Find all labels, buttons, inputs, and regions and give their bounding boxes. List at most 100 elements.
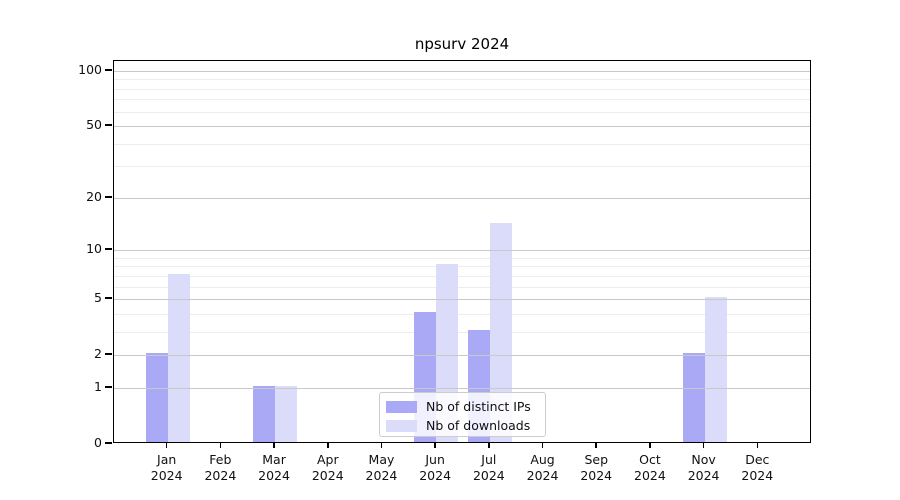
- gridline-minor: [114, 275, 810, 277]
- y-tick-label: 50: [86, 117, 102, 133]
- x-tick-year: 2024: [150, 467, 183, 483]
- y-tick-mark: [105, 353, 112, 355]
- gridline-minor: [114, 257, 810, 259]
- x-tick-year: 2024: [365, 467, 398, 483]
- gridline-minor: [114, 331, 810, 333]
- y-tick-mark: [105, 196, 112, 198]
- legend-item-distinct-ips: Nb of distinct IPs: [386, 398, 545, 415]
- x-tick-mark: [649, 443, 651, 448]
- x-tick-month: Dec: [745, 452, 770, 467]
- x-tick-month: Jul: [481, 452, 497, 467]
- legend-label-downloads: Nb of downloads: [426, 418, 531, 433]
- y-tick-mark: [105, 248, 112, 250]
- x-tick-year: 2024: [204, 467, 237, 483]
- gridline-major: [114, 387, 810, 389]
- y-tick-label: 1: [94, 378, 102, 394]
- x-tick-month: Aug: [530, 452, 555, 467]
- bar-downloads-mar: [275, 385, 298, 442]
- x-tick-mark: [273, 443, 275, 448]
- gridline-minor: [114, 88, 810, 90]
- x-tick-mark: [327, 443, 329, 448]
- chart-title: npsurv 2024: [414, 35, 510, 53]
- bar-downloads-jan: [167, 273, 190, 442]
- bar-layer: [114, 61, 810, 442]
- grid-layer: [114, 61, 810, 442]
- x-tick-year: 2024: [419, 467, 452, 483]
- y-tick-label: 2: [94, 346, 102, 362]
- gridline-major: [114, 197, 810, 199]
- x-tick-label: Jan 2024: [135, 452, 199, 483]
- legend-item-downloads: Nb of downloads: [386, 417, 545, 434]
- bar-downloads-jul: [489, 223, 512, 442]
- x-tick-mark: [219, 443, 222, 448]
- x-tick-mark: [165, 443, 168, 448]
- y-tick-label: 20: [86, 188, 102, 204]
- x-tick-year: 2024: [258, 467, 290, 483]
- x-tick-mark: [595, 443, 597, 448]
- gridline-minor: [114, 111, 810, 113]
- x-tick-label: Oct 2024: [618, 452, 682, 483]
- x-tick-mark: [756, 443, 759, 448]
- gridline-minor: [114, 266, 810, 268]
- gridline-major: [114, 355, 810, 357]
- y-tick-label: 100: [78, 61, 102, 77]
- x-tick-month: Mar: [262, 452, 286, 467]
- x-tick-label: Feb 2024: [188, 452, 252, 483]
- x-tick-label: Dec 2024: [725, 452, 789, 483]
- x-tick-mark: [380, 443, 383, 448]
- gridline-minor: [114, 143, 810, 145]
- gridline-minor: [114, 286, 810, 288]
- y-tick-mark: [105, 442, 112, 444]
- bar-distinct-ips-jan: [145, 353, 168, 442]
- gridline-minor: [114, 99, 810, 101]
- x-tick-year: 2024: [741, 467, 774, 483]
- x-tick-month: Sep: [584, 452, 608, 467]
- x-tick-month: Jun: [425, 452, 445, 467]
- x-tick-month: Jan: [157, 452, 177, 467]
- x-tick-month: Apr: [316, 452, 339, 467]
- gridline-minor: [114, 313, 810, 315]
- bar-distinct-ips-nov: [682, 353, 705, 442]
- x-tick-label: May 2024: [349, 452, 413, 483]
- gridline-minor: [114, 79, 810, 81]
- x-tick-year: 2024: [472, 467, 505, 483]
- x-tick-label: Jun 2024: [403, 452, 467, 483]
- bar-downloads-nov: [704, 297, 727, 442]
- legend-swatch-downloads: [386, 419, 417, 432]
- x-tick-year: 2024: [580, 467, 613, 483]
- y-tick-mark: [105, 69, 112, 71]
- x-tick-month: Feb: [209, 452, 232, 467]
- legend: Nb of distinct IPs Nb of downloads: [379, 392, 546, 437]
- x-tick-label: Aug 2024: [511, 452, 575, 483]
- x-tick-label: Sep 2024: [564, 452, 628, 483]
- y-tick-label: 0: [94, 435, 102, 450]
- x-tick-year: 2024: [311, 467, 344, 483]
- x-tick-year: 2024: [634, 467, 666, 483]
- gridline-major: [114, 250, 810, 252]
- gridline-major: [114, 299, 810, 301]
- x-tick-mark: [541, 443, 544, 448]
- x-tick-mark: [702, 443, 705, 448]
- y-tick-label: 10: [86, 241, 102, 257]
- gridline-major: [114, 70, 810, 72]
- gridline-minor: [114, 166, 810, 168]
- x-tick-label: Mar 2024: [242, 452, 306, 483]
- y-tick-mark: [105, 386, 112, 388]
- x-tick-month: Oct: [639, 452, 661, 467]
- legend-label-distinct-ips: Nb of distinct IPs: [426, 399, 531, 414]
- legend-swatch-distinct-ips: [386, 400, 417, 413]
- plot-area: Nb of distinct IPs Nb of downloads: [113, 60, 811, 443]
- x-tick-label: Apr 2024: [296, 452, 360, 483]
- y-tick-label: 5: [94, 290, 102, 306]
- y-tick-mark: [105, 297, 112, 299]
- gridline-major: [114, 126, 810, 128]
- x-tick-year: 2024: [687, 467, 720, 483]
- bar-distinct-ips-mar: [253, 385, 276, 442]
- x-tick-year: 2024: [526, 467, 559, 483]
- x-tick-mark: [488, 443, 490, 448]
- x-tick-month: May: [368, 452, 395, 467]
- x-tick-month: Nov: [691, 452, 716, 467]
- x-tick-label: Nov 2024: [672, 452, 736, 483]
- x-tick-label: Jul 2024: [457, 452, 521, 483]
